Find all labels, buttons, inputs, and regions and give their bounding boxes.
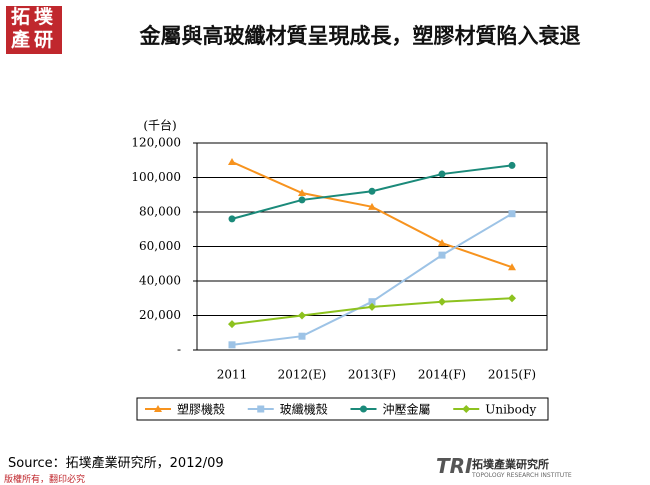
marker	[438, 297, 446, 306]
x-tick-label: 2015(F)	[488, 368, 536, 382]
marker	[298, 196, 306, 204]
y-tick-label: 60,000	[139, 239, 181, 253]
marker	[228, 341, 236, 349]
source: Source：拓墣產業研究所，2012/09	[8, 456, 224, 471]
x-tick-label: 2013(F)	[348, 368, 396, 382]
marker	[228, 215, 236, 223]
legend-label: 沖壓金屬	[383, 402, 431, 417]
x-tick-label: 2014(F)	[418, 368, 466, 382]
plot-frame	[196, 142, 548, 351]
marker	[438, 251, 446, 259]
marker	[257, 405, 265, 413]
marker	[368, 202, 376, 210]
marker	[360, 405, 367, 413]
marker	[298, 332, 306, 340]
brand-name: 拓墣產業研究所	[472, 458, 549, 471]
chart: (千台) - 20,000 40,000 60,000 80,000 100,000 120,…	[131, 118, 549, 421]
marker	[298, 189, 306, 197]
marker	[508, 161, 516, 169]
slide-title: 金屬與高玻纖材質呈現成長，塑膠材質陷入衰退	[139, 23, 581, 48]
marker	[368, 187, 376, 195]
y-tick-label: 100,000	[131, 170, 181, 184]
logo: 拓墣產研	[6, 6, 62, 54]
series-line	[231, 212, 513, 346]
marker	[508, 263, 516, 271]
y-tick-label: -	[177, 343, 181, 357]
legend-label: 玻纖機殼	[280, 402, 328, 417]
marker	[508, 210, 516, 218]
y-tick-label: 120,000	[131, 136, 181, 150]
y-axis-title: (千台)	[143, 118, 176, 133]
marker	[438, 170, 446, 178]
marker	[298, 311, 306, 320]
marker	[368, 298, 376, 306]
x-tick-label: 2011	[217, 368, 248, 382]
x-tick-label: 2012(E)	[278, 368, 327, 382]
marker	[462, 405, 471, 413]
marker	[228, 157, 236, 165]
legend-box	[136, 397, 549, 421]
y-tick-label: 20,000	[139, 308, 181, 322]
marker	[508, 294, 516, 303]
y-tick-label: 80,000	[139, 205, 181, 219]
copyright: 版權所有，翻印必究	[4, 475, 86, 485]
marker	[368, 302, 376, 311]
brand-mark: TRI	[436, 454, 473, 478]
legend-label: Unibody	[485, 403, 536, 417]
marker	[228, 320, 236, 329]
brand-en: TOPOLOGY RESEARCH INSTITUTE	[472, 472, 572, 479]
y-tick-label: 40,000	[139, 274, 181, 288]
marker	[438, 239, 446, 247]
marker	[154, 405, 162, 412]
legend-label: 塑膠機殼	[177, 402, 225, 417]
brand: TRI 拓墣產業研究所 TOPOLOGY RESEARCH INSTITUTE	[436, 454, 572, 479]
